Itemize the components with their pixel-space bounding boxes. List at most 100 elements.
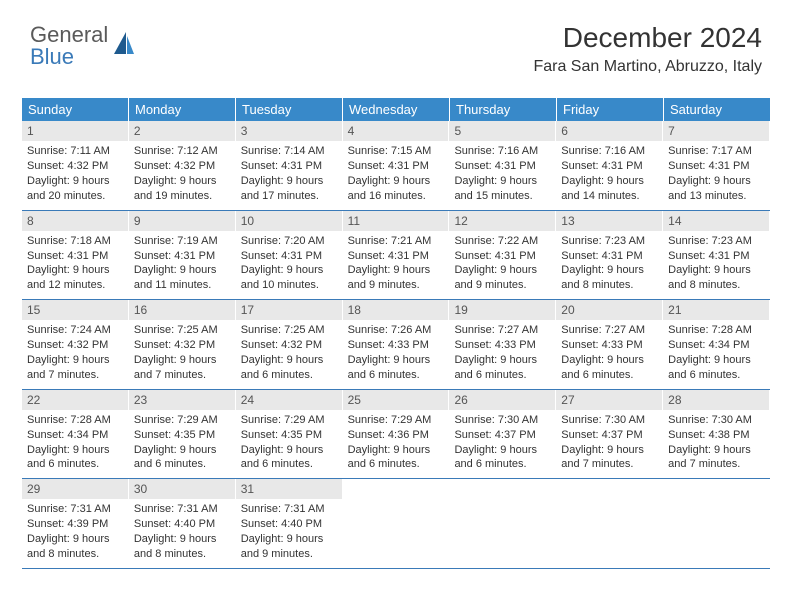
- day-sunrise: Sunrise: 7:27 AM: [454, 323, 550, 338]
- week-row: 22Sunrise: 7:28 AMSunset: 4:34 PMDayligh…: [22, 390, 770, 480]
- day-cell: 1Sunrise: 7:11 AMSunset: 4:32 PMDaylight…: [22, 121, 129, 210]
- day-sunrise: Sunrise: 7:24 AM: [27, 323, 123, 338]
- day-body: Sunrise: 7:16 AMSunset: 4:31 PMDaylight:…: [556, 141, 662, 209]
- day-number: 18: [343, 300, 449, 320]
- weekday-header: Friday: [557, 98, 664, 121]
- day-sunrise: Sunrise: 7:18 AM: [27, 234, 123, 249]
- day-cell: 7Sunrise: 7:17 AMSunset: 4:31 PMDaylight…: [663, 121, 770, 210]
- logo-text: General Blue: [30, 24, 108, 68]
- day-day1: Daylight: 9 hours: [134, 174, 230, 189]
- day-day1: Daylight: 9 hours: [348, 263, 444, 278]
- day-body: Sunrise: 7:11 AMSunset: 4:32 PMDaylight:…: [22, 141, 128, 209]
- day-day2: and 9 minutes.: [454, 278, 550, 293]
- day-cell: 27Sunrise: 7:30 AMSunset: 4:37 PMDayligh…: [556, 390, 663, 479]
- day-day2: and 6 minutes.: [348, 457, 444, 472]
- day-sunrise: Sunrise: 7:31 AM: [27, 502, 123, 517]
- day-number: 13: [556, 211, 662, 231]
- day-day1: Daylight: 9 hours: [454, 353, 550, 368]
- day-number: 17: [236, 300, 342, 320]
- day-day2: and 6 minutes.: [241, 457, 337, 472]
- day-day1: Daylight: 9 hours: [348, 353, 444, 368]
- day-sunset: Sunset: 4:31 PM: [241, 249, 337, 264]
- day-sunset: Sunset: 4:31 PM: [454, 249, 550, 264]
- day-number: 11: [343, 211, 449, 231]
- day-day2: and 20 minutes.: [27, 189, 123, 204]
- day-cell: 10Sunrise: 7:20 AMSunset: 4:31 PMDayligh…: [236, 211, 343, 300]
- day-sunrise: Sunrise: 7:17 AM: [668, 144, 764, 159]
- day-sunset: Sunset: 4:31 PM: [561, 159, 657, 174]
- day-day1: Daylight: 9 hours: [27, 263, 123, 278]
- week-row: 8Sunrise: 7:18 AMSunset: 4:31 PMDaylight…: [22, 211, 770, 301]
- day-day2: and 6 minutes.: [27, 457, 123, 472]
- day-body: Sunrise: 7:12 AMSunset: 4:32 PMDaylight:…: [129, 141, 235, 209]
- location: Fara San Martino, Abruzzo, Italy: [533, 58, 762, 76]
- weekday-header: Thursday: [450, 98, 557, 121]
- day-cell: 28Sunrise: 7:30 AMSunset: 4:38 PMDayligh…: [663, 390, 770, 479]
- day-sunrise: Sunrise: 7:15 AM: [348, 144, 444, 159]
- day-day2: and 14 minutes.: [561, 189, 657, 204]
- day-number: 4: [343, 121, 449, 141]
- day-body: Sunrise: 7:27 AMSunset: 4:33 PMDaylight:…: [449, 320, 555, 388]
- day-sunrise: Sunrise: 7:28 AM: [27, 413, 123, 428]
- day-cell: 12Sunrise: 7:22 AMSunset: 4:31 PMDayligh…: [449, 211, 556, 300]
- day-cell: [663, 479, 770, 568]
- day-number: 8: [22, 211, 128, 231]
- day-number: 9: [129, 211, 235, 231]
- day-day1: Daylight: 9 hours: [668, 443, 764, 458]
- day-sunrise: Sunrise: 7:29 AM: [134, 413, 230, 428]
- day-day2: and 7 minutes.: [561, 457, 657, 472]
- day-body: Sunrise: 7:24 AMSunset: 4:32 PMDaylight:…: [22, 320, 128, 388]
- day-sunset: Sunset: 4:31 PM: [348, 249, 444, 264]
- day-sunset: Sunset: 4:39 PM: [27, 517, 123, 532]
- day-number: 5: [449, 121, 555, 141]
- day-day1: Daylight: 9 hours: [348, 174, 444, 189]
- day-cell: 5Sunrise: 7:16 AMSunset: 4:31 PMDaylight…: [449, 121, 556, 210]
- day-sunrise: Sunrise: 7:30 AM: [668, 413, 764, 428]
- day-day1: Daylight: 9 hours: [241, 353, 337, 368]
- day-body: Sunrise: 7:21 AMSunset: 4:31 PMDaylight:…: [343, 231, 449, 299]
- day-body: Sunrise: 7:27 AMSunset: 4:33 PMDaylight:…: [556, 320, 662, 388]
- day-sunset: Sunset: 4:34 PM: [27, 428, 123, 443]
- day-day1: Daylight: 9 hours: [454, 174, 550, 189]
- weekday-row: SundayMondayTuesdayWednesdayThursdayFrid…: [22, 98, 770, 121]
- day-day1: Daylight: 9 hours: [27, 353, 123, 368]
- day-day2: and 16 minutes.: [348, 189, 444, 204]
- day-sunset: Sunset: 4:36 PM: [348, 428, 444, 443]
- day-day2: and 13 minutes.: [668, 189, 764, 204]
- day-cell: 18Sunrise: 7:26 AMSunset: 4:33 PMDayligh…: [343, 300, 450, 389]
- day-number: 29: [22, 479, 128, 499]
- day-cell: 15Sunrise: 7:24 AMSunset: 4:32 PMDayligh…: [22, 300, 129, 389]
- month-title: December 2024: [533, 22, 762, 54]
- day-sunset: Sunset: 4:32 PM: [134, 159, 230, 174]
- day-sunset: Sunset: 4:31 PM: [241, 159, 337, 174]
- day-day2: and 7 minutes.: [668, 457, 764, 472]
- day-day2: and 8 minutes.: [561, 278, 657, 293]
- day-cell: 22Sunrise: 7:28 AMSunset: 4:34 PMDayligh…: [22, 390, 129, 479]
- day-day2: and 6 minutes.: [454, 457, 550, 472]
- day-sunset: Sunset: 4:33 PM: [561, 338, 657, 353]
- day-number: 14: [663, 211, 769, 231]
- day-number: 20: [556, 300, 662, 320]
- day-sunset: Sunset: 4:35 PM: [134, 428, 230, 443]
- day-cell: 20Sunrise: 7:27 AMSunset: 4:33 PMDayligh…: [556, 300, 663, 389]
- day-cell: 16Sunrise: 7:25 AMSunset: 4:32 PMDayligh…: [129, 300, 236, 389]
- day-sunrise: Sunrise: 7:30 AM: [454, 413, 550, 428]
- day-day1: Daylight: 9 hours: [561, 174, 657, 189]
- day-day2: and 7 minutes.: [27, 368, 123, 383]
- day-sunrise: Sunrise: 7:14 AM: [241, 144, 337, 159]
- logo-line2: Blue: [30, 46, 108, 68]
- day-number: 27: [556, 390, 662, 410]
- day-number: 2: [129, 121, 235, 141]
- day-body: Sunrise: 7:14 AMSunset: 4:31 PMDaylight:…: [236, 141, 342, 209]
- day-body: Sunrise: 7:29 AMSunset: 4:35 PMDaylight:…: [236, 410, 342, 478]
- day-day2: and 17 minutes.: [241, 189, 337, 204]
- day-day2: and 8 minutes.: [27, 547, 123, 562]
- day-sunset: Sunset: 4:40 PM: [241, 517, 337, 532]
- day-sunrise: Sunrise: 7:29 AM: [241, 413, 337, 428]
- day-body: Sunrise: 7:30 AMSunset: 4:37 PMDaylight:…: [449, 410, 555, 478]
- day-day1: Daylight: 9 hours: [668, 353, 764, 368]
- weekday-header: Sunday: [22, 98, 129, 121]
- day-cell: 14Sunrise: 7:23 AMSunset: 4:31 PMDayligh…: [663, 211, 770, 300]
- day-sunset: Sunset: 4:37 PM: [454, 428, 550, 443]
- day-sunset: Sunset: 4:40 PM: [134, 517, 230, 532]
